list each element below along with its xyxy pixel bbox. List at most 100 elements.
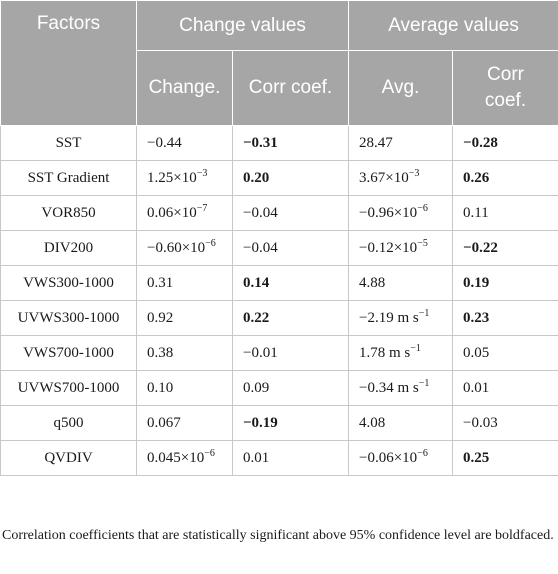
avg-corr-cell-text: 0.23: [463, 309, 490, 326]
change-cell-text: 0.06×10: [147, 204, 197, 221]
change-cell-exponent: −6: [204, 447, 215, 459]
factor-cell: DIV200: [0, 230, 137, 266]
avg-cell-exponent: −6: [417, 202, 428, 214]
table-row: VWS300-1000 0.31 0.14 4.88 0.19: [0, 265, 558, 301]
factor-cell: q500: [0, 405, 137, 441]
avg-cell: −0.34 m s−1: [348, 370, 454, 406]
change-cell: 0.045×10−6: [136, 440, 233, 476]
avg-cell: 3.67×10−3: [348, 160, 454, 196]
factor-cell: VWS300-1000: [0, 265, 137, 301]
factor-cell: SST Gradient: [0, 160, 137, 196]
avg-corr-cell-text: −0.28: [463, 134, 498, 151]
avg-corr-cell: −0.28: [452, 125, 558, 161]
table-row: SST −0.44 −0.31 28.47 −0.28: [0, 125, 558, 161]
header-change-values: Change values: [135, 0, 350, 51]
avg-corr-cell: −0.03: [452, 405, 558, 441]
change-corr-cell-text: −0.01: [243, 344, 278, 361]
change-cell-text: −0.60×10: [147, 239, 206, 256]
avg-cell-exponent: −1: [410, 342, 421, 354]
table-row: SST Gradient 1.25×10−3 0.20 3.67×10−3 0.26: [0, 160, 558, 196]
avg-corr-cell-text: 0.26: [463, 169, 490, 186]
factors-table: Factors Change values Average values Cha…: [0, 0, 558, 476]
header-avg: Avg.: [348, 50, 454, 126]
avg-corr-cell-text: 0.11: [463, 204, 489, 221]
change-cell-text: 0.38: [147, 344, 174, 361]
change-cell-text: 0.10: [147, 379, 174, 396]
change-corr-cell: −0.31: [231, 125, 350, 161]
avg-cell: −0.96×10−6: [348, 195, 454, 231]
factor-cell-text: VWS700-1000: [23, 344, 114, 361]
avg-corr-cell-text: −0.03: [463, 414, 498, 431]
change-corr-cell: −0.01: [231, 335, 350, 371]
factor-cell: UVWS300-1000: [0, 300, 137, 336]
factor-cell: SST: [0, 125, 137, 161]
table-row: UVWS300-1000 0.92 0.22 −2.19 m s−1 0.23: [0, 300, 558, 336]
factor-cell-text: UVWS300-1000: [17, 309, 120, 326]
avg-corr-cell: 0.25: [452, 440, 558, 476]
avg-corr-cell-text: 0.05: [463, 344, 490, 361]
change-corr-cell-text: −0.04: [243, 239, 278, 256]
avg-cell-text: 4.88: [359, 274, 386, 291]
factor-cell: VOR850: [0, 195, 137, 231]
change-corr-cell-text: −0.31: [243, 134, 278, 151]
avg-cell: −0.12×10−5: [348, 230, 454, 266]
factor-cell-text: QVDIV: [44, 449, 93, 466]
avg-corr-cell: 0.23: [452, 300, 558, 336]
factor-cell-text: SST: [55, 134, 82, 151]
avg-corr-cell-text: −0.22: [463, 239, 498, 256]
header-change-corr-coef: Corr coef.: [231, 50, 350, 126]
change-cell: 1.25×10−3: [136, 160, 233, 196]
avg-corr-cell: 0.26: [452, 160, 558, 196]
avg-cell-text: −0.06×10: [359, 449, 418, 466]
avg-corr-cell: 0.05: [452, 335, 558, 371]
avg-cell: 4.88: [348, 265, 454, 301]
change-cell-text: −0.44: [147, 134, 182, 151]
header-change: Change.: [136, 50, 233, 126]
avg-cell: 28.47: [348, 125, 454, 161]
avg-corr-cell-text: 0.19: [463, 274, 490, 291]
change-corr-cell-text: 0.20: [243, 169, 270, 186]
avg-cell-exponent: −1: [418, 307, 430, 319]
avg-cell-text: −0.12×10: [359, 239, 418, 256]
change-cell: 0.38: [136, 335, 233, 371]
table-row: DIV200 −0.60×10−6 −0.04 −0.12×10−5 −0.22: [0, 230, 558, 266]
avg-corr-cell: 0.19: [452, 265, 558, 301]
change-corr-cell: 0.14: [231, 265, 350, 301]
table-row: q500 0.067 −0.19 4.08 −0.03: [0, 405, 558, 441]
table-body: SST −0.44 −0.31 28.47 −0.28 SST Gradient 1.25×…: [0, 125, 558, 476]
change-corr-cell-text: 0.09: [243, 379, 270, 396]
avg-cell: −0.06×10−6: [348, 440, 454, 476]
avg-cell-exponent: −6: [417, 447, 428, 459]
change-corr-cell: 0.01: [231, 440, 350, 476]
change-corr-cell: −0.04: [231, 195, 350, 231]
change-cell: 0.31: [136, 265, 233, 301]
avg-cell-text: 28.47: [359, 134, 393, 151]
avg-corr-cell: 0.01: [452, 370, 558, 406]
change-cell-text: 0.067: [147, 414, 181, 431]
change-cell: −0.60×10−6: [136, 230, 233, 266]
table-row: VOR850 0.06×10−7 −0.04 −0.96×10−6 0.11: [0, 195, 558, 231]
change-cell: 0.067: [136, 405, 233, 441]
avg-cell-text: 4.08: [359, 414, 386, 431]
change-cell-exponent: −7: [196, 202, 208, 214]
header-average-values: Average values: [348, 0, 558, 51]
avg-cell: 1.78 m s−1: [348, 335, 454, 371]
avg-cell-exponent: −3: [408, 167, 420, 179]
avg-corr-cell: −0.22: [452, 230, 558, 266]
avg-cell-text: −0.96×10: [359, 204, 418, 221]
change-cell-exponent: −3: [196, 167, 208, 179]
change-corr-cell: 0.09: [231, 370, 350, 406]
factor-cell-text: SST Gradient: [27, 169, 110, 186]
change-corr-cell: 0.20: [231, 160, 350, 196]
avg-corr-cell-text: 0.25: [463, 449, 490, 466]
change-corr-cell: −0.04: [231, 230, 350, 266]
change-corr-cell-text: −0.19: [243, 414, 278, 431]
avg-cell-text: 1.78 m s: [359, 344, 411, 361]
factor-cell: QVDIV: [0, 440, 137, 476]
change-cell-text: 0.92: [147, 309, 174, 326]
factor-cell-text: VWS300-1000: [23, 274, 114, 291]
change-cell-text: 1.25×10: [147, 169, 197, 186]
change-corr-cell-text: 0.14: [243, 274, 270, 291]
change-corr-cell-text: −0.04: [243, 204, 278, 221]
avg-cell: −2.19 m s−1: [348, 300, 454, 336]
